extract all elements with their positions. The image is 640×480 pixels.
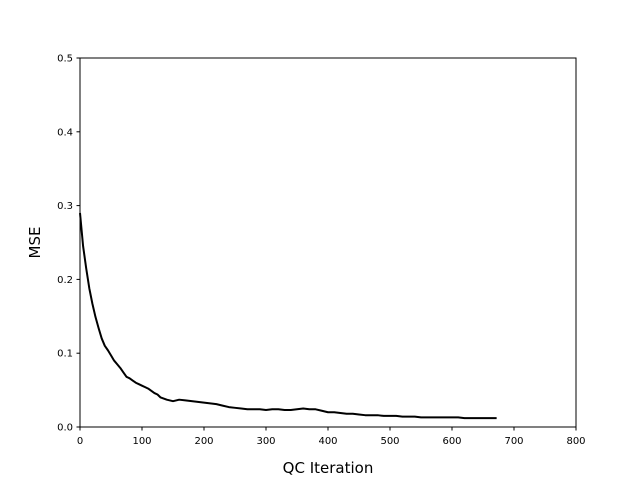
y-tick-label: 0.3: [57, 201, 73, 212]
y-tick-label: 0.5: [57, 54, 73, 65]
x-axis: 0 100 200 300 400 500 600 700 800: [77, 427, 586, 447]
mse-series-line: [79, 212, 497, 420]
y-tick-label: 0.0: [57, 423, 73, 434]
x-tick-label: 500: [380, 436, 399, 447]
y-axis: 0.0 0.1 0.2 0.3 0.4 0.5: [57, 54, 80, 434]
x-tick-label: 400: [318, 436, 337, 447]
x-tick-label: 200: [194, 436, 213, 447]
y-axis-title: MSE: [26, 227, 44, 259]
x-tick-label: 800: [566, 436, 585, 447]
x-tick-label: 100: [132, 436, 151, 447]
plot-area: [79, 212, 497, 420]
plot-frame: [79, 57, 577, 428]
y-tick-label: 0.1: [57, 349, 73, 360]
x-axis-title: QC Iteration: [283, 459, 374, 477]
x-tick-label: 0: [77, 436, 83, 447]
y-tick-label: 0.4: [57, 127, 73, 138]
x-tick-label: 700: [504, 436, 523, 447]
x-tick-label: 300: [256, 436, 275, 447]
x-tick-label: 600: [442, 436, 461, 447]
y-tick-label: 0.2: [57, 275, 73, 286]
